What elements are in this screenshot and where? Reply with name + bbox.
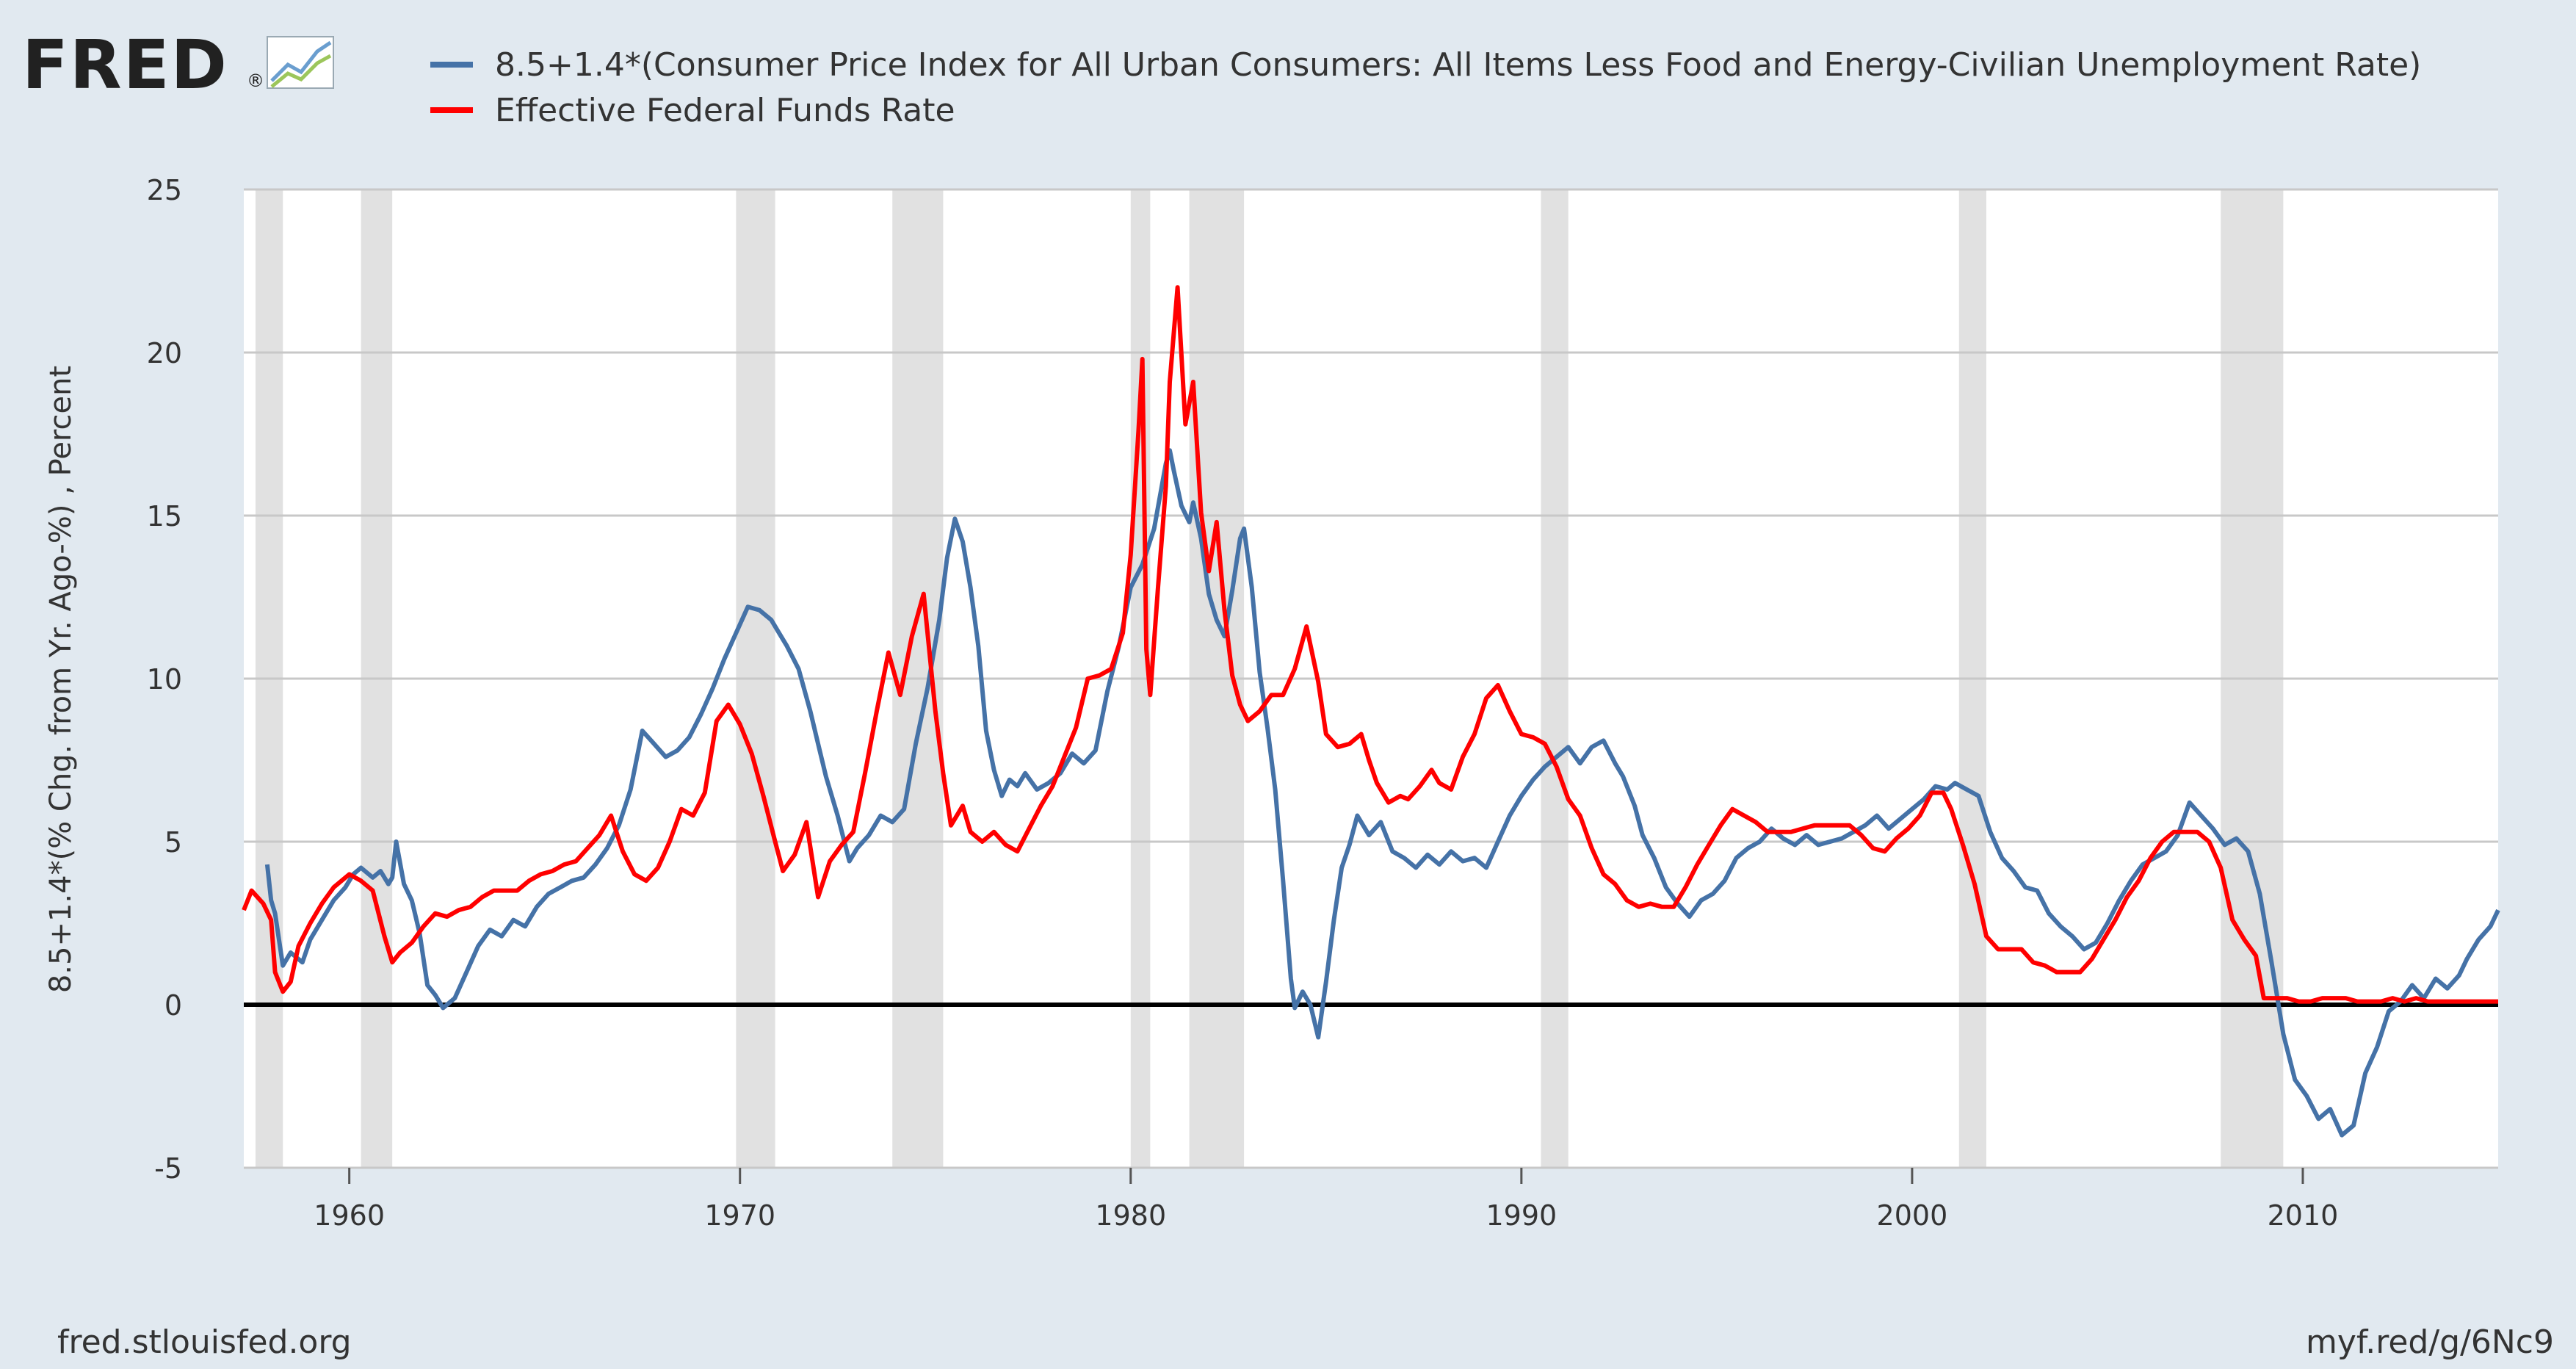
legend: 8.5+1.4*(Consumer Price Index for All Ur… <box>430 46 2421 129</box>
footer-short-link[interactable]: myf.red/g/6Nc9 <box>2306 1323 2554 1361</box>
y-tick-label--5: -5 <box>154 1152 182 1185</box>
x-tick-label-1970: 1970 <box>704 1199 775 1232</box>
fred-logo[interactable]: FRED ® <box>22 26 334 104</box>
y-tick-label-15: 15 <box>147 500 182 532</box>
y-tick-label-0: 0 <box>164 989 182 1022</box>
fred-logo-text: FRED <box>22 26 228 104</box>
y-tick-label-5: 5 <box>164 826 182 859</box>
y-tick-label-10: 10 <box>147 663 182 696</box>
series-line-cpi-unemployment <box>264 448 2500 1138</box>
footer-source[interactable]: fred.stlouisfed.org <box>57 1323 352 1361</box>
x-tick-label-2010: 2010 <box>2268 1199 2339 1232</box>
legend-label-cpi: 8.5+1.4*(Consumer Price Index for All Ur… <box>495 46 2421 84</box>
x-tick-label-1990: 1990 <box>1486 1199 1557 1232</box>
x-tick-label-1980: 1980 <box>1095 1199 1166 1232</box>
y-tick-label-20: 20 <box>147 337 182 369</box>
series-line-fed-funds <box>242 285 2498 1004</box>
fred-chart-icon <box>267 36 334 89</box>
fred-logo-registered: ® <box>247 71 264 91</box>
x-tick-label-1960: 1960 <box>314 1199 385 1232</box>
y-axis-ticks: -5 0 5 10 15 20 25 <box>147 174 182 1185</box>
legend-label-fedfunds: Effective Federal Funds Rate <box>495 92 955 129</box>
y-tick-label-25: 25 <box>147 174 182 206</box>
x-tick-label-2000: 2000 <box>1877 1199 1948 1232</box>
x-axis-ticks: 1960 1970 1980 1990 2000 2010 <box>314 1168 2338 1232</box>
y-axis-title: 8.5+1.4*(% Chg. from Yr. Ago-%) , Percen… <box>44 366 78 993</box>
